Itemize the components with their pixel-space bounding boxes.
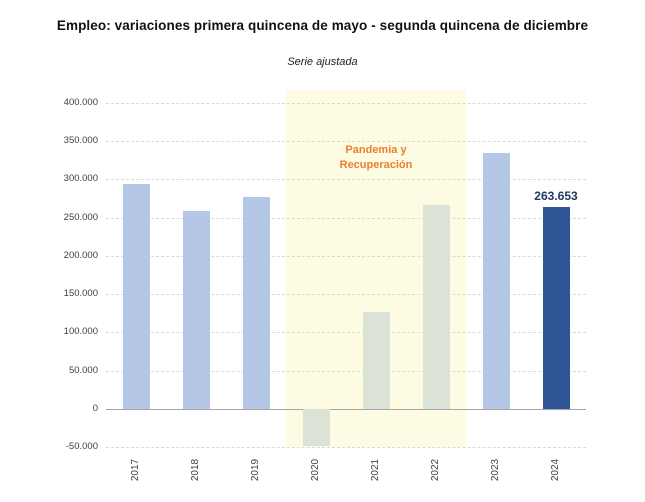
y-axis-tick-label: 350.000	[63, 135, 98, 147]
x-axis-tick-label-2020: 2020	[310, 458, 321, 482]
x-axis-tick-label-2018: 2018	[190, 458, 201, 482]
pandemic-band-label-line2: Recuperación	[339, 159, 413, 171]
gridline	[106, 294, 586, 296]
y-axis-tick-label: 150.000	[63, 288, 98, 300]
bar-2022	[422, 205, 450, 409]
y-axis-tick-label: -50.000	[65, 441, 98, 452]
gridline	[106, 255, 586, 257]
plot-area: Pandemia y Recuperación	[106, 90, 586, 448]
bar-2017	[122, 184, 150, 409]
bar-2020	[302, 408, 330, 447]
x-axis-tick-label-2019: 2019	[250, 458, 261, 482]
gridline	[106, 370, 586, 372]
gridline	[106, 332, 586, 334]
bar-2024	[542, 207, 570, 409]
bar-2023	[482, 152, 510, 409]
y-axis-tick-label: 300.000	[63, 173, 98, 185]
y-axis-tick-label: 250.000	[63, 211, 98, 223]
gridline	[106, 217, 586, 219]
x-axis-tick-label-2023: 2023	[490, 458, 501, 482]
chart-title: Empleo: variaciones primera quincena de …	[56, 18, 589, 33]
latest-bar-value-label: 263.653	[534, 189, 578, 204]
y-axis-tick-label: 400.000	[63, 96, 98, 108]
gridline	[106, 179, 586, 181]
zero-axis-line	[106, 408, 586, 410]
chart-subtitle: Serie ajustada	[287, 56, 358, 68]
x-axis-tick-label-2022: 2022	[430, 458, 441, 482]
bar-2018	[182, 210, 210, 409]
x-axis-tick-label-2024: 2024	[550, 458, 561, 482]
bar-2019	[242, 197, 270, 409]
pandemic-band-label-line1: Pandemia y	[345, 144, 407, 156]
y-axis-tick-label: 200.000	[63, 249, 98, 261]
gridline	[106, 447, 586, 448]
pandemic-band-label: Pandemia y Recuperación	[286, 90, 466, 173]
y-axis-tick-label: 0	[92, 402, 98, 414]
gridline	[106, 141, 586, 143]
gridline	[106, 102, 586, 104]
x-axis-tick-label-2021: 2021	[370, 458, 381, 482]
y-axis-tick-label: 100.000	[63, 326, 98, 338]
y-axis-tick-label: 50.000	[68, 364, 98, 376]
bar-2021	[362, 312, 390, 409]
x-axis-tick-label-2017: 2017	[130, 458, 141, 482]
